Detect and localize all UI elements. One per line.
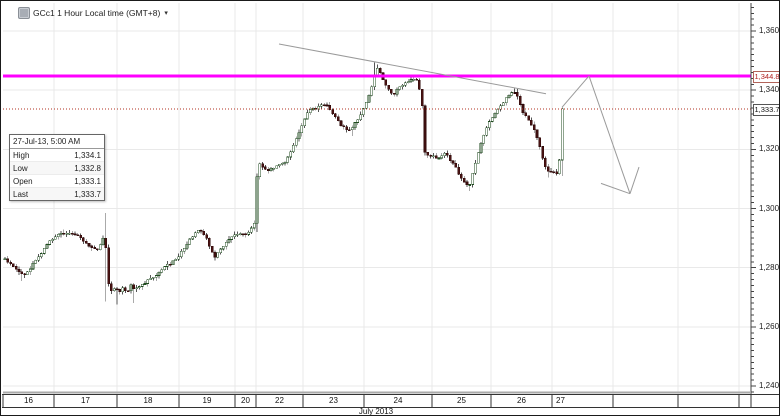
x-axis-date-label: 27	[556, 396, 565, 405]
tooltip-label: High	[13, 150, 30, 160]
x-axis-rows	[2, 391, 779, 408]
chart-titlebar[interactable]: GCc1 1 Hour Local time (GMT+8) ▾	[18, 7, 168, 19]
y-axis-label: 1,240.0	[759, 381, 780, 390]
x-axis-date-label: 25	[457, 396, 466, 405]
descending-trendline	[278, 43, 547, 95]
tooltip-label: Last	[13, 189, 29, 199]
x-axis-date-label: 16	[24, 396, 33, 405]
resistance-price-label: 1,344.8	[753, 70, 780, 83]
y-axis-label: 1,300.0	[759, 203, 780, 213]
x-axis-date-label: 26	[517, 396, 526, 405]
y-axis-label: 1,360.0	[759, 26, 780, 35]
instrument-icon	[18, 7, 30, 19]
x-axis-date-label: 18	[143, 396, 153, 405]
x-axis-date-label: 24	[393, 396, 403, 405]
chart-title: GCc1 1 Hour Local time (GMT+8)	[33, 8, 161, 18]
tooltip-label: Low	[13, 163, 28, 173]
annotations[interactable]	[278, 43, 640, 195]
candles	[3, 62, 564, 305]
tooltip-value: 1,334.1	[74, 150, 101, 160]
tooltip-row-high: High 1,334.1	[10, 149, 104, 162]
tooltip-label: Open	[13, 176, 33, 186]
ohlc-timestamp: 27-Jul-13, 5:00 AM	[10, 135, 104, 149]
tooltip-row-low: Low 1,332.8	[10, 162, 104, 175]
last-price-label: 1,333.7	[753, 103, 780, 116]
ohlc-data-window[interactable]: 27-Jul-13, 5:00 AM High 1,334.1 Low 1,33…	[9, 134, 105, 201]
x-axis-date-label: 23	[329, 396, 338, 405]
chevron-down-icon[interactable]: ▾	[164, 10, 168, 17]
price-lines	[3, 74, 751, 110]
x-axis-date-label: 20	[241, 396, 250, 405]
month-label: July 2013	[358, 407, 394, 416]
x-axis-date-label: 19	[202, 396, 212, 405]
forecast-arrow	[561, 75, 590, 108]
forecast-arrow	[600, 182, 631, 195]
tooltip-row-last: Last 1,333.7	[10, 188, 104, 200]
y-axis-label: 1,340.0	[759, 85, 780, 95]
tooltip-value: 1,333.1	[74, 176, 101, 186]
y-axis-ticks	[750, 3, 756, 408]
tooltip-value: 1,333.7	[74, 189, 101, 199]
forecast-arrow	[588, 75, 631, 194]
forecast-arrow	[629, 166, 640, 194]
y-axis-label: 1,260.0	[759, 321, 780, 331]
x-axis-date-label: 22	[275, 396, 284, 405]
y-axis-label: 1,320.0	[759, 144, 780, 154]
gridlines	[3, 3, 751, 394]
y-axis-label: 1,280.0	[759, 262, 780, 272]
tooltip-row-open: Open 1,333.1	[10, 175, 104, 188]
x-axis-date-label: 17	[81, 396, 90, 405]
tooltip-value: 1,332.8	[74, 163, 101, 173]
